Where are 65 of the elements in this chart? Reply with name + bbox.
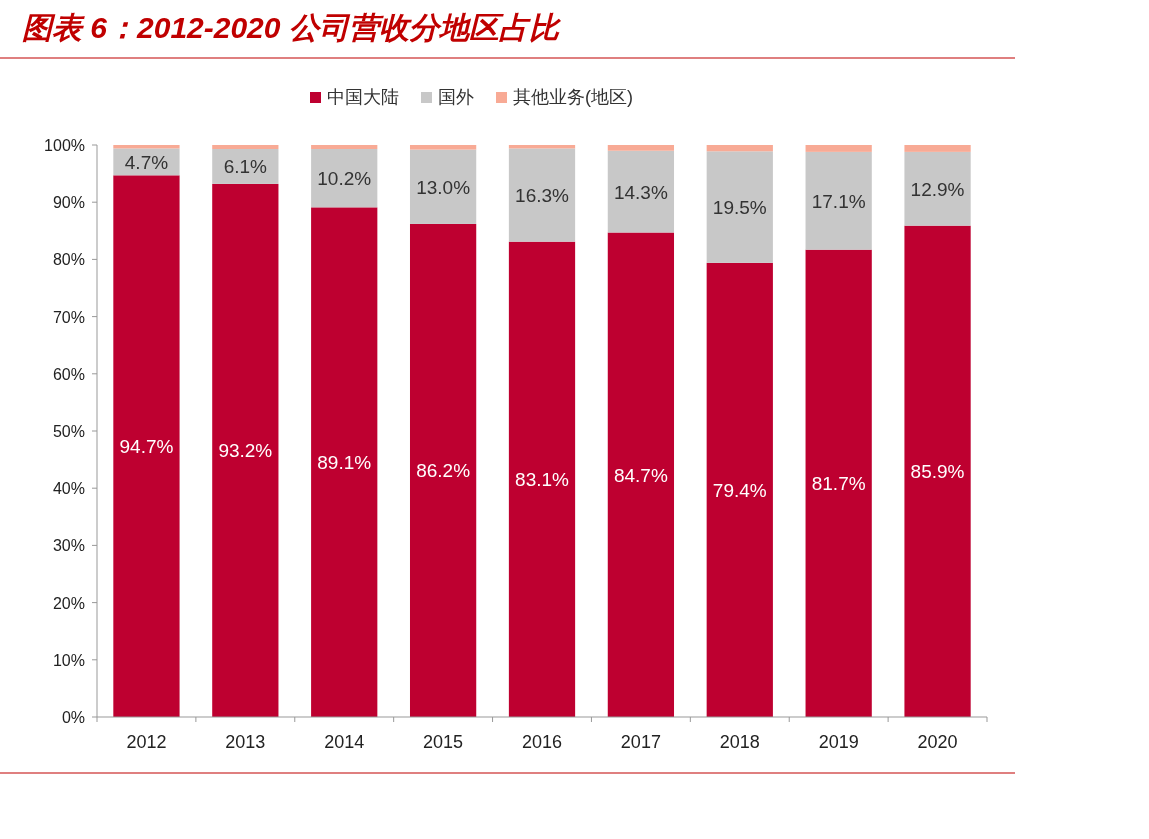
bar	[409, 223, 477, 717]
y-tick-label: 70%	[52, 308, 85, 326]
data-label: 89.1%	[317, 452, 372, 474]
bar	[904, 225, 971, 717]
bar	[706, 145, 773, 152]
bar	[113, 175, 180, 717]
data-label: 13.0%	[416, 176, 471, 198]
data-label: 12.9%	[910, 178, 965, 200]
y-tick-label: 40%	[52, 480, 85, 498]
data-label: 16.3%	[515, 185, 570, 207]
data-label: 4.7%	[124, 151, 169, 173]
x-tick-label: 2014	[324, 732, 365, 752]
bar	[805, 249, 872, 717]
data-label: 19.5%	[712, 197, 767, 219]
data-label: 14.3%	[613, 181, 668, 203]
bar	[212, 183, 279, 717]
y-tick-label: 20%	[52, 594, 85, 612]
y-tick-label: 50%	[52, 423, 85, 440]
y-tick-label: 30%	[52, 537, 85, 555]
bar	[805, 145, 872, 152]
data-label: 79.4%	[712, 479, 767, 501]
chart-title: 图表 6：2012-2020 公司营收分地区占比	[22, 11, 562, 44]
x-tick-label: 2015	[423, 732, 464, 752]
bar	[212, 145, 279, 149]
bar	[508, 241, 576, 717]
y-tick-label: 60%	[52, 365, 85, 383]
x-tick-label: 2018	[719, 732, 760, 752]
bar	[904, 151, 971, 226]
x-tick-label: 2019	[818, 732, 859, 752]
data-label: 93.2%	[218, 440, 273, 462]
bar	[805, 151, 872, 250]
x-tick-label: 2017	[620, 732, 661, 752]
data-label: 94.7%	[119, 436, 174, 458]
bar	[508, 148, 576, 242]
data-label: 85.9%	[910, 461, 965, 483]
data-label: 81.7%	[811, 473, 866, 495]
y-tick-label: 0%	[61, 709, 85, 726]
data-label: 17.1%	[811, 190, 866, 212]
y-tick-label: 90%	[52, 194, 85, 212]
bar	[607, 145, 675, 151]
data-label: 86.2%	[416, 460, 471, 482]
bar	[706, 262, 773, 717]
legend-label: 其他业务(地区)	[513, 87, 633, 107]
bar	[311, 207, 378, 717]
bar	[904, 145, 971, 152]
bar	[607, 150, 675, 233]
bar	[409, 145, 477, 150]
y-tick-label: 80%	[52, 251, 85, 269]
data-label: 10.2%	[317, 168, 372, 190]
bar	[706, 151, 773, 263]
data-label: 84.7%	[613, 464, 668, 486]
bar	[409, 149, 477, 224]
x-tick-label: 2016	[521, 732, 563, 752]
bar	[311, 149, 378, 208]
x-tick-label: 2020	[917, 732, 958, 752]
legend-label: 中国大陆	[327, 87, 399, 107]
y-tick-label: 100%	[44, 137, 85, 154]
y-tick-label: 10%	[52, 651, 85, 669]
legend-label: 国外	[438, 87, 474, 107]
x-tick-label: 2013	[225, 732, 266, 752]
bar	[311, 145, 378, 149]
bar	[607, 232, 675, 717]
data-label: 6.1%	[223, 156, 268, 178]
x-tick-label: 2012	[126, 732, 167, 752]
data-label: 83.1%	[515, 469, 570, 491]
